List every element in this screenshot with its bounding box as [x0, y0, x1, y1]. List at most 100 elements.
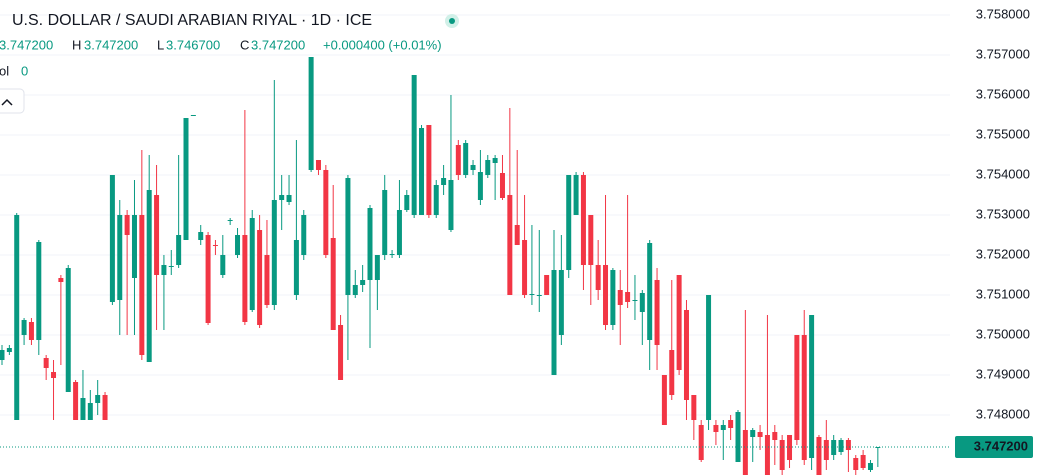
candle-body — [654, 280, 660, 345]
candle-body — [293, 240, 299, 295]
legend-change: +0.000400 (+0.01%) — [323, 37, 442, 52]
candle-body — [875, 447, 881, 448]
candle-body — [242, 235, 248, 322]
candle-body — [0, 350, 5, 360]
candle-body — [632, 300, 638, 301]
y-tick-label: 3.754000 — [976, 166, 1030, 181]
candle-body — [551, 270, 557, 375]
candle-body — [742, 430, 748, 475]
candle-body — [315, 160, 321, 170]
legend-low-label: L — [157, 37, 164, 52]
candle-body — [706, 295, 712, 420]
candle-body — [279, 195, 285, 200]
candle-body — [176, 235, 182, 265]
candle-body — [801, 335, 807, 460]
candle-body — [617, 290, 623, 305]
candle-body — [713, 425, 719, 432]
candle-body — [676, 275, 682, 370]
candle-body — [271, 200, 277, 305]
candle-body — [426, 125, 432, 215]
candle-body — [485, 160, 491, 175]
candle-body — [124, 215, 130, 235]
candle-body — [43, 358, 49, 368]
candle-body — [580, 175, 586, 265]
candle-body — [374, 255, 380, 280]
candles — [0, 57, 881, 475]
legend-low: 3.746700 — [166, 37, 220, 52]
candle-body — [610, 270, 616, 325]
candle-body — [764, 435, 770, 475]
candle-body — [190, 115, 196, 116]
candle-body — [588, 215, 594, 265]
candle-body — [823, 440, 829, 460]
candle-body — [507, 195, 513, 295]
candle-body — [286, 195, 292, 202]
candle-body — [154, 195, 160, 275]
candle-body — [529, 294, 535, 295]
candle-body — [198, 232, 204, 240]
candle-body — [728, 420, 734, 428]
candle-body — [301, 215, 307, 255]
collapse-caret — [1, 98, 13, 106]
candle-body — [860, 455, 866, 468]
y-tick-label: 3.753000 — [976, 206, 1030, 221]
last-price-tag — [955, 436, 1033, 458]
candle-body — [816, 437, 822, 475]
y-tick-label: 3.748000 — [976, 406, 1030, 421]
candle-body — [65, 268, 71, 392]
candle-body — [161, 265, 167, 275]
overlay: U.S. DOLLAR / SAUDI ARABIAN RIYAL · 1D ·… — [0, 6, 1033, 458]
candle-body — [345, 178, 351, 295]
candle-body — [264, 255, 270, 305]
candle-body — [661, 375, 667, 425]
candle-body — [257, 230, 263, 325]
candle-body — [794, 335, 800, 440]
candle-body — [338, 325, 344, 380]
candle-body — [698, 425, 704, 460]
y-tick-label: 3.751000 — [976, 286, 1030, 301]
candle-body — [544, 275, 550, 295]
candle-body — [809, 315, 815, 458]
candle-body — [249, 218, 255, 310]
candle-body — [669, 350, 675, 395]
candle-body — [404, 195, 410, 210]
candle-body — [323, 170, 329, 255]
candle-body — [625, 292, 631, 302]
collapse-button[interactable] — [0, 88, 25, 114]
candle-body — [419, 128, 425, 215]
y-tick-label: 3.756000 — [976, 86, 1030, 101]
candle-body — [499, 173, 505, 198]
candle-body — [492, 158, 498, 163]
y-tick-label: 3.750000 — [976, 326, 1030, 341]
candle-body — [558, 270, 564, 335]
candle-body — [73, 382, 79, 420]
candle-body — [80, 398, 86, 420]
candle-body — [448, 180, 454, 230]
candle-body — [441, 178, 447, 185]
candle-body — [867, 463, 873, 470]
candle-body — [772, 432, 778, 440]
candle-body — [514, 225, 520, 245]
candle-body — [396, 210, 402, 255]
candle-body — [595, 265, 601, 290]
candle-body — [109, 175, 115, 302]
y-tick-label: 3.757000 — [976, 46, 1030, 61]
candle-body — [212, 245, 218, 246]
candle-body — [566, 175, 572, 270]
y-tick-label: 3.758000 — [976, 6, 1030, 21]
candle-body — [691, 395, 697, 420]
candle-body — [735, 412, 741, 462]
candle-body — [603, 265, 609, 325]
candle-body — [227, 220, 233, 221]
candle-body — [779, 440, 785, 470]
candle-body — [720, 425, 726, 430]
volume-label: ol — [0, 63, 9, 78]
candle-body — [117, 215, 123, 300]
candle-body — [367, 208, 373, 280]
candle-body — [28, 322, 34, 340]
candle-body — [522, 240, 528, 295]
candle-body — [477, 172, 483, 200]
candle-body — [853, 458, 859, 470]
candle-body — [308, 57, 314, 170]
